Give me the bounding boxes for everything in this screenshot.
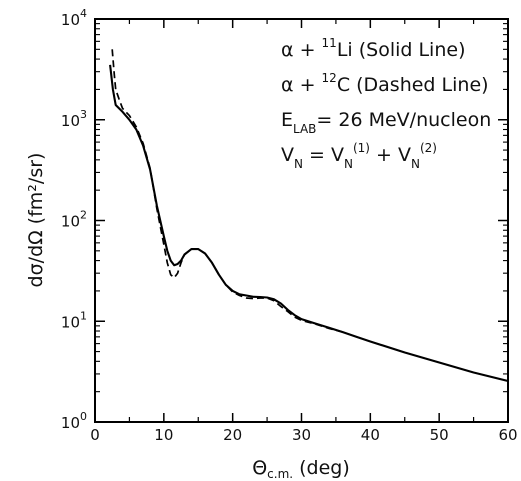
x-tick-label: 40	[361, 426, 380, 444]
y-tick-label: 104	[61, 7, 87, 29]
legend-annotations: α + 11Li (Solid Line) α + 12C (Dashed Lin…	[281, 36, 491, 171]
y-axis-ticks: 100 101 102 103 104	[61, 7, 508, 432]
x-tick-label: 20	[223, 426, 242, 444]
annotation-line-2: α + 12C (Dashed Line)	[281, 71, 489, 96]
y-tick-label: 102	[61, 209, 87, 231]
y-axis-title: dσ/dΩ (fm²/sr)	[25, 153, 47, 288]
x-tick-label: 10	[154, 426, 173, 444]
y-tick-label: 103	[61, 108, 87, 130]
y-tick-label: 100	[61, 410, 87, 432]
x-tick-label: 60	[498, 426, 517, 444]
annotation-line-4: VN = VN(1) + VN(2)	[281, 141, 437, 171]
x-tick-label: 30	[292, 426, 311, 444]
y-tick-label: 101	[61, 309, 87, 331]
annotation-line-1: α + 11Li (Solid Line)	[281, 36, 465, 61]
x-tick-label: 50	[430, 426, 449, 444]
series-layer	[109, 49, 509, 383]
x-tick-label: 0	[90, 426, 100, 444]
x-axis-title: Θc.m. (deg)	[252, 457, 350, 481]
series-line-2	[111, 49, 344, 333]
x-axis-ticks: 0 10 20 30 40 50 60	[90, 19, 518, 444]
annotation-line-3: ELAB= 26 MeV/nucleon	[281, 109, 491, 136]
